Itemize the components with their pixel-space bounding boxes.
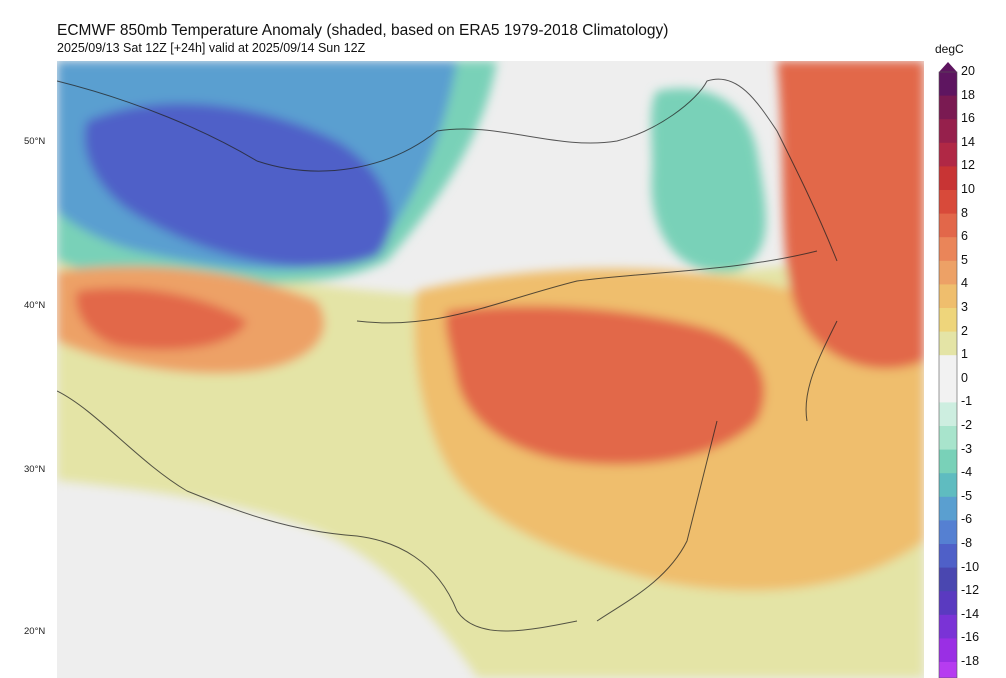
lat-label-50n: 50°N [24,136,46,147]
west-warm-core [76,287,248,350]
colorbar-swatch [939,567,957,592]
colorbar-swatch [939,166,957,191]
chart-subtitle: 2025/09/13 Sat 12Z [+24h] valid at 2025/… [57,41,366,55]
colorbar-tick-label: -12 [961,583,980,598]
colorbar-tick-label: -3 [961,441,973,456]
colorbar-tick-label: -1 [961,394,973,409]
colorbar-tick-label: 5 [961,252,968,267]
colorbar-tick-label: -16 [961,630,980,645]
colorbar-swatch [939,72,957,97]
colorbar-swatch [939,142,957,167]
colorbar-swatch [939,237,957,262]
colorbar-swatch [939,284,957,309]
colorbar-tick-label: 2 [961,323,968,338]
colorbar-swatch [939,331,957,356]
ne-cold-tongue [651,88,766,273]
colorbar-outline [938,71,958,678]
colorbar-swatch [939,426,957,451]
colorbar-tick-label: 1 [961,347,968,362]
colorbar-swatch [939,95,957,120]
colorbar-tick-label: 16 [961,111,975,126]
ne-warm-region [777,61,924,369]
colorbar-tick-label: -18 [961,654,980,668]
colorbar-tick-label: -5 [961,488,973,503]
anomaly-map [57,61,924,678]
colorbar-tick-label: 0 [961,370,968,385]
colorbar-tick-label: -8 [961,536,973,550]
colorbar-swatch [939,213,957,238]
colorbar-tick-label: -10 [961,559,980,574]
colorbar-top-arrow [939,62,957,72]
colorbar-swatch [939,473,957,498]
colorbar-swatch [939,308,957,333]
colorbar-swatch [939,638,957,663]
colorbar-swatch [939,378,957,403]
warm-anomaly-core [445,306,765,465]
colorbar-swatch [939,614,957,639]
colorbar-tick-label: -4 [961,465,973,480]
colorbar-swatch [939,119,957,144]
colorbar-swatch [939,402,957,427]
map-svg [57,61,924,678]
colorbar-tick-label: 3 [961,300,968,314]
colorbar-tick-label: 12 [961,158,975,173]
lat-label-20n: 20°N [24,626,46,637]
colorbar-swatch [939,355,957,380]
lat-label-30n: 30°N [24,464,46,475]
colorbar-swatch [939,520,957,545]
country-borders [57,78,838,632]
colorbar-swatch [939,662,957,678]
colorbar-tick-label: -2 [961,418,973,432]
colorbar [938,62,958,678]
colorbar-tick-label: 8 [961,205,968,220]
colorbar-tick-label: 20 [961,64,975,78]
colorbar-tick-label: 6 [961,229,968,244]
southwest-neutral-region [57,481,477,678]
colorbar-tick-label: 14 [961,134,975,149]
colorbar-tick-label: 4 [961,276,968,291]
colorbar-tick-label: -6 [961,512,973,527]
colorbar-tick-label: -14 [961,606,980,621]
lat-label-40n: 40°N [24,300,46,311]
colorbar-swatch [939,260,957,285]
colorbar-swatch [939,544,957,569]
colorbar-swatch [939,190,957,215]
colorbar-tick-label: 18 [961,87,975,102]
colorbar-tick-label: 10 [961,182,975,196]
chart-title: ECMWF 850mb Temperature Anomaly (shaded,… [57,22,669,39]
colorbar-swatch [939,591,957,616]
colorbar-swatch [939,496,957,521]
cold-anomaly-minimum [84,103,392,268]
colorbar-swatch [939,449,957,474]
colorbar-units: degC [935,42,964,56]
